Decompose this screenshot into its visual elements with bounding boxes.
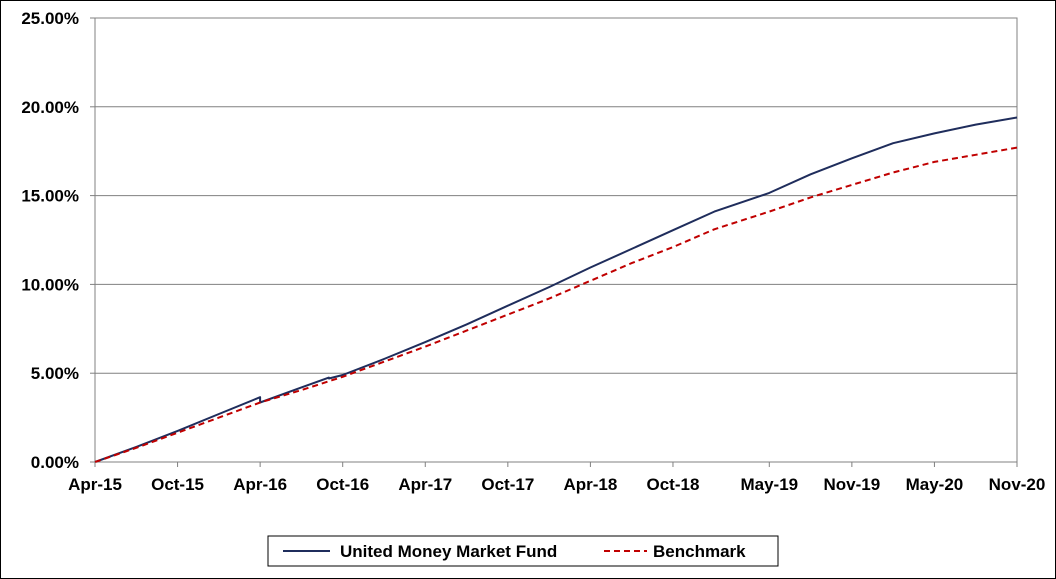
plot-area — [94, 17, 1018, 463]
y-tick-label: 5.00% — [31, 364, 79, 383]
x-tick-label: Oct-15 — [151, 475, 204, 494]
y-tick-label: 20.00% — [21, 98, 79, 117]
series-line-united-money-market-fund — [94, 116, 1018, 463]
x-tick-label: Oct-16 — [316, 475, 369, 494]
plot-area-border — [94, 17, 1018, 463]
legend-label: United Money Market Fund — [340, 542, 557, 561]
series-lines — [94, 116, 1018, 463]
x-tick-label: Apr-15 — [68, 475, 122, 494]
series-line-benchmark — [94, 146, 1018, 463]
x-tick-label: Apr-18 — [563, 475, 617, 494]
x-tick-label: Apr-17 — [398, 475, 452, 494]
x-tick-label: May-19 — [740, 475, 798, 494]
legend-label: Benchmark — [653, 542, 746, 561]
x-tick-label: Nov-20 — [989, 475, 1046, 494]
y-tick-label: 15.00% — [21, 187, 79, 206]
y-tick-label: 10.00% — [21, 275, 79, 294]
legend-box — [267, 535, 779, 567]
x-tick-label: Oct-18 — [647, 475, 700, 494]
legend: United Money Market Fund Benchmark — [267, 535, 779, 567]
y-axis-ticks: 0.00% 5.00% 10.00% 15.00% 20.00% 25.00% — [21, 9, 95, 472]
x-tick-label: Oct-17 — [481, 475, 534, 494]
y-tick-label: 0.00% — [31, 453, 79, 472]
y-tick-label: 25.00% — [21, 9, 79, 28]
x-tick-label: Apr-16 — [233, 475, 287, 494]
x-tick-label: May-20 — [906, 475, 964, 494]
x-tick-label: Nov-19 — [824, 475, 881, 494]
x-axis-ticks: Apr-15 Oct-15 Apr-16 Oct-16 Apr-17 Oct-17 Apr-… — [68, 462, 1045, 494]
